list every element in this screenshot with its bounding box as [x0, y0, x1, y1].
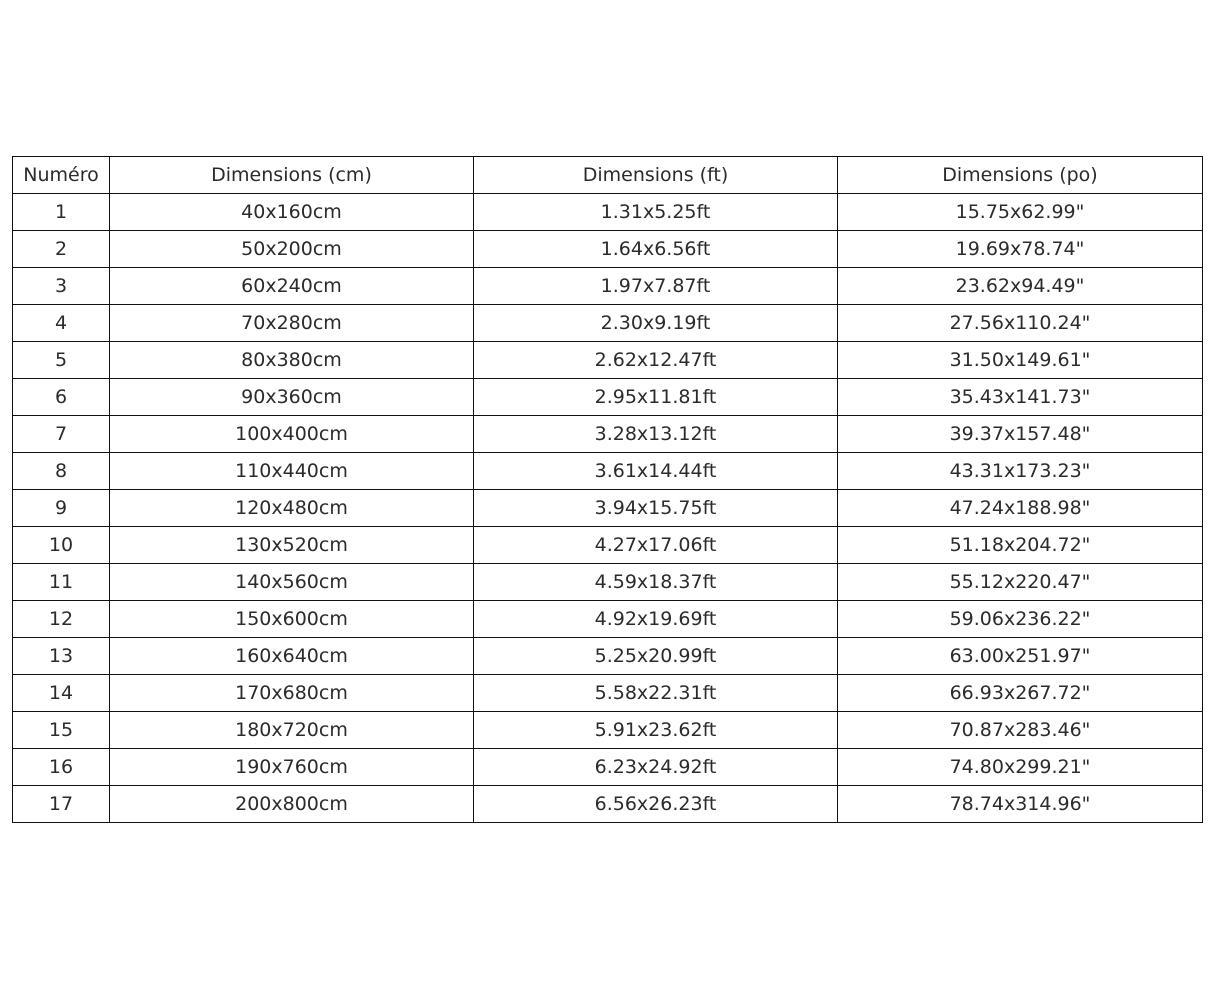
cell-dimensions-cm: 120x480cm [109, 489, 474, 527]
cell-number: 11 [12, 563, 110, 601]
cell-dimensions-ft: 5.58x22.31ft [473, 674, 838, 712]
table-row: 13 160x640cm 5.25x20.99ft 63.00x251.97" [12, 637, 1203, 675]
cell-dimensions-cm: 40x160cm [109, 193, 474, 231]
cell-number: 1 [12, 193, 110, 231]
cell-number: 13 [12, 637, 110, 675]
table-row: 16 190x760cm 6.23x24.92ft 74.80x299.21" [12, 748, 1203, 786]
cell-dimensions-ft: 4.27x17.06ft [473, 526, 838, 564]
cell-number: 7 [12, 415, 110, 453]
cell-dimensions-cm: 190x760cm [109, 748, 474, 786]
cell-dimensions-ft: 5.25x20.99ft [473, 637, 838, 675]
cell-dimensions-cm: 70x280cm [109, 304, 474, 342]
cell-dimensions-ft: 6.23x24.92ft [473, 748, 838, 786]
cell-dimensions-ft: 5.91x23.62ft [473, 711, 838, 749]
table-row: 15 180x720cm 5.91x23.62ft 70.87x283.46" [12, 711, 1203, 749]
cell-number: 3 [12, 267, 110, 305]
cell-dimensions-cm: 130x520cm [109, 526, 474, 564]
table-row: 1 40x160cm 1.31x5.25ft 15.75x62.99" [12, 193, 1203, 231]
cell-dimensions-ft: 4.92x19.69ft [473, 600, 838, 638]
cell-dimensions-cm: 180x720cm [109, 711, 474, 749]
table-row: 3 60x240cm 1.97x7.87ft 23.62x94.49" [12, 267, 1203, 305]
cell-number: 15 [12, 711, 110, 749]
cell-dimensions-in: 43.31x173.23" [837, 452, 1203, 490]
cell-dimensions-in: 15.75x62.99" [837, 193, 1203, 231]
cell-dimensions-in: 66.93x267.72" [837, 674, 1203, 712]
table-row: 12 150x600cm 4.92x19.69ft 59.06x236.22" [12, 600, 1203, 638]
cell-dimensions-in: 19.69x78.74" [837, 230, 1203, 268]
cell-dimensions-ft: 1.31x5.25ft [473, 193, 838, 231]
cell-dimensions-in: 47.24x188.98" [837, 489, 1203, 527]
cell-dimensions-in: 31.50x149.61" [837, 341, 1203, 379]
cell-dimensions-ft: 2.62x12.47ft [473, 341, 838, 379]
header-dimensions-in: Dimensions (po) [837, 156, 1203, 194]
cell-dimensions-in: 63.00x251.97" [837, 637, 1203, 675]
cell-dimensions-ft: 3.28x13.12ft [473, 415, 838, 453]
cell-dimensions-cm: 150x600cm [109, 600, 474, 638]
table-row: 6 90x360cm 2.95x11.81ft 35.43x141.73" [12, 378, 1203, 416]
header-dimensions-cm: Dimensions (cm) [109, 156, 474, 194]
cell-number: 5 [12, 341, 110, 379]
table-row: 4 70x280cm 2.30x9.19ft 27.56x110.24" [12, 304, 1203, 342]
cell-dimensions-in: 35.43x141.73" [837, 378, 1203, 416]
cell-dimensions-ft: 6.56x26.23ft [473, 785, 838, 823]
cell-dimensions-cm: 80x380cm [109, 341, 474, 379]
table-row: 7 100x400cm 3.28x13.12ft 39.37x157.48" [12, 415, 1203, 453]
cell-dimensions-in: 78.74x314.96" [837, 785, 1203, 823]
cell-number: 4 [12, 304, 110, 342]
table-body: 1 40x160cm 1.31x5.25ft 15.75x62.99" 2 50x200c… [12, 193, 1203, 823]
cell-dimensions-ft: 2.95x11.81ft [473, 378, 838, 416]
header-row: Numéro Dimensions (cm) Dimensions (ft) D… [12, 156, 1203, 194]
cell-dimensions-in: 70.87x283.46" [837, 711, 1203, 749]
table-row: 17 200x800cm 6.56x26.23ft 78.74x314.96" [12, 785, 1203, 823]
table-row: 9 120x480cm 3.94x15.75ft 47.24x188.98" [12, 489, 1203, 527]
cell-number: 16 [12, 748, 110, 786]
cell-number: 8 [12, 452, 110, 490]
header-number: Numéro [12, 156, 110, 194]
cell-dimensions-cm: 170x680cm [109, 674, 474, 712]
cell-number: 2 [12, 230, 110, 268]
cell-number: 14 [12, 674, 110, 712]
cell-dimensions-in: 55.12x220.47" [837, 563, 1203, 601]
cell-dimensions-in: 51.18x204.72" [837, 526, 1203, 564]
cell-dimensions-ft: 2.30x9.19ft [473, 304, 838, 342]
table-row: 5 80x380cm 2.62x12.47ft 31.50x149.61" [12, 341, 1203, 379]
cell-dimensions-ft: 4.59x18.37ft [473, 563, 838, 601]
cell-dimensions-in: 39.37x157.48" [837, 415, 1203, 453]
table-row: 10 130x520cm 4.27x17.06ft 51.18x204.72" [12, 526, 1203, 564]
cell-dimensions-ft: 1.64x6.56ft [473, 230, 838, 268]
cell-dimensions-ft: 3.61x14.44ft [473, 452, 838, 490]
cell-number: 17 [12, 785, 110, 823]
size-table: Numéro Dimensions (cm) Dimensions (ft) D… [12, 156, 1203, 823]
cell-number: 9 [12, 489, 110, 527]
cell-dimensions-ft: 3.94x15.75ft [473, 489, 838, 527]
table-row: 14 170x680cm 5.58x22.31ft 66.93x267.72" [12, 674, 1203, 712]
cell-dimensions-ft: 1.97x7.87ft [473, 267, 838, 305]
table-row: 2 50x200cm 1.64x6.56ft 19.69x78.74" [12, 230, 1203, 268]
cell-dimensions-cm: 140x560cm [109, 563, 474, 601]
cell-dimensions-in: 27.56x110.24" [837, 304, 1203, 342]
cell-dimensions-cm: 200x800cm [109, 785, 474, 823]
table-row: 8 110x440cm 3.61x14.44ft 43.31x173.23" [12, 452, 1203, 490]
cell-dimensions-cm: 50x200cm [109, 230, 474, 268]
header-dimensions-ft: Dimensions (ft) [473, 156, 838, 194]
table-row: 11 140x560cm 4.59x18.37ft 55.12x220.47" [12, 563, 1203, 601]
cell-dimensions-cm: 90x360cm [109, 378, 474, 416]
cell-number: 6 [12, 378, 110, 416]
cell-number: 10 [12, 526, 110, 564]
cell-dimensions-cm: 100x400cm [109, 415, 474, 453]
cell-dimensions-cm: 60x240cm [109, 267, 474, 305]
cell-dimensions-in: 59.06x236.22" [837, 600, 1203, 638]
cell-dimensions-in: 74.80x299.21" [837, 748, 1203, 786]
cell-dimensions-cm: 110x440cm [109, 452, 474, 490]
cell-dimensions-in: 23.62x94.49" [837, 267, 1203, 305]
cell-dimensions-cm: 160x640cm [109, 637, 474, 675]
cell-number: 12 [12, 600, 110, 638]
